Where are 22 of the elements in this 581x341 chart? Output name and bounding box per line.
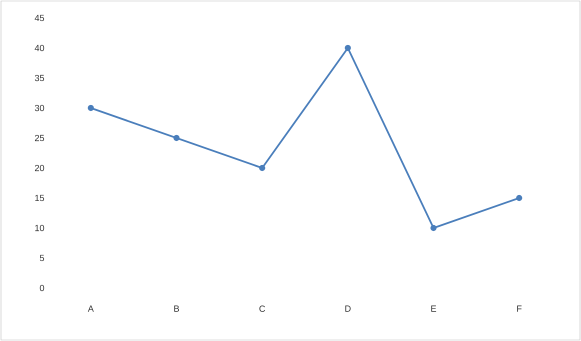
y-tick-label: 40 <box>34 44 44 52</box>
point <box>88 104 94 112</box>
point <box>430 224 437 232</box>
point <box>173 134 180 142</box>
y-tick-label: 10 <box>35 224 44 232</box>
y-tick-label: 45 <box>34 14 44 22</box>
point <box>516 194 522 202</box>
point <box>259 164 266 172</box>
point <box>344 44 351 52</box>
x-tick-label: B <box>174 306 180 312</box>
y-tick-label: 0 <box>40 284 44 292</box>
x-tick-label: F <box>517 306 522 312</box>
x-tick-label: A <box>88 306 94 312</box>
x-tick-label: D <box>345 306 351 312</box>
y-tick-label: 35 <box>34 74 44 82</box>
x-tick-label: E <box>431 306 436 312</box>
x-tick-label: C <box>259 306 266 312</box>
y-tick-label: 30 <box>34 104 44 112</box>
y-tick-label: 20 <box>34 164 44 172</box>
y-tick-label: 25 <box>34 134 44 142</box>
y-tick-label: 5 <box>40 254 44 262</box>
y-tick-label: 15 <box>35 194 44 202</box>
